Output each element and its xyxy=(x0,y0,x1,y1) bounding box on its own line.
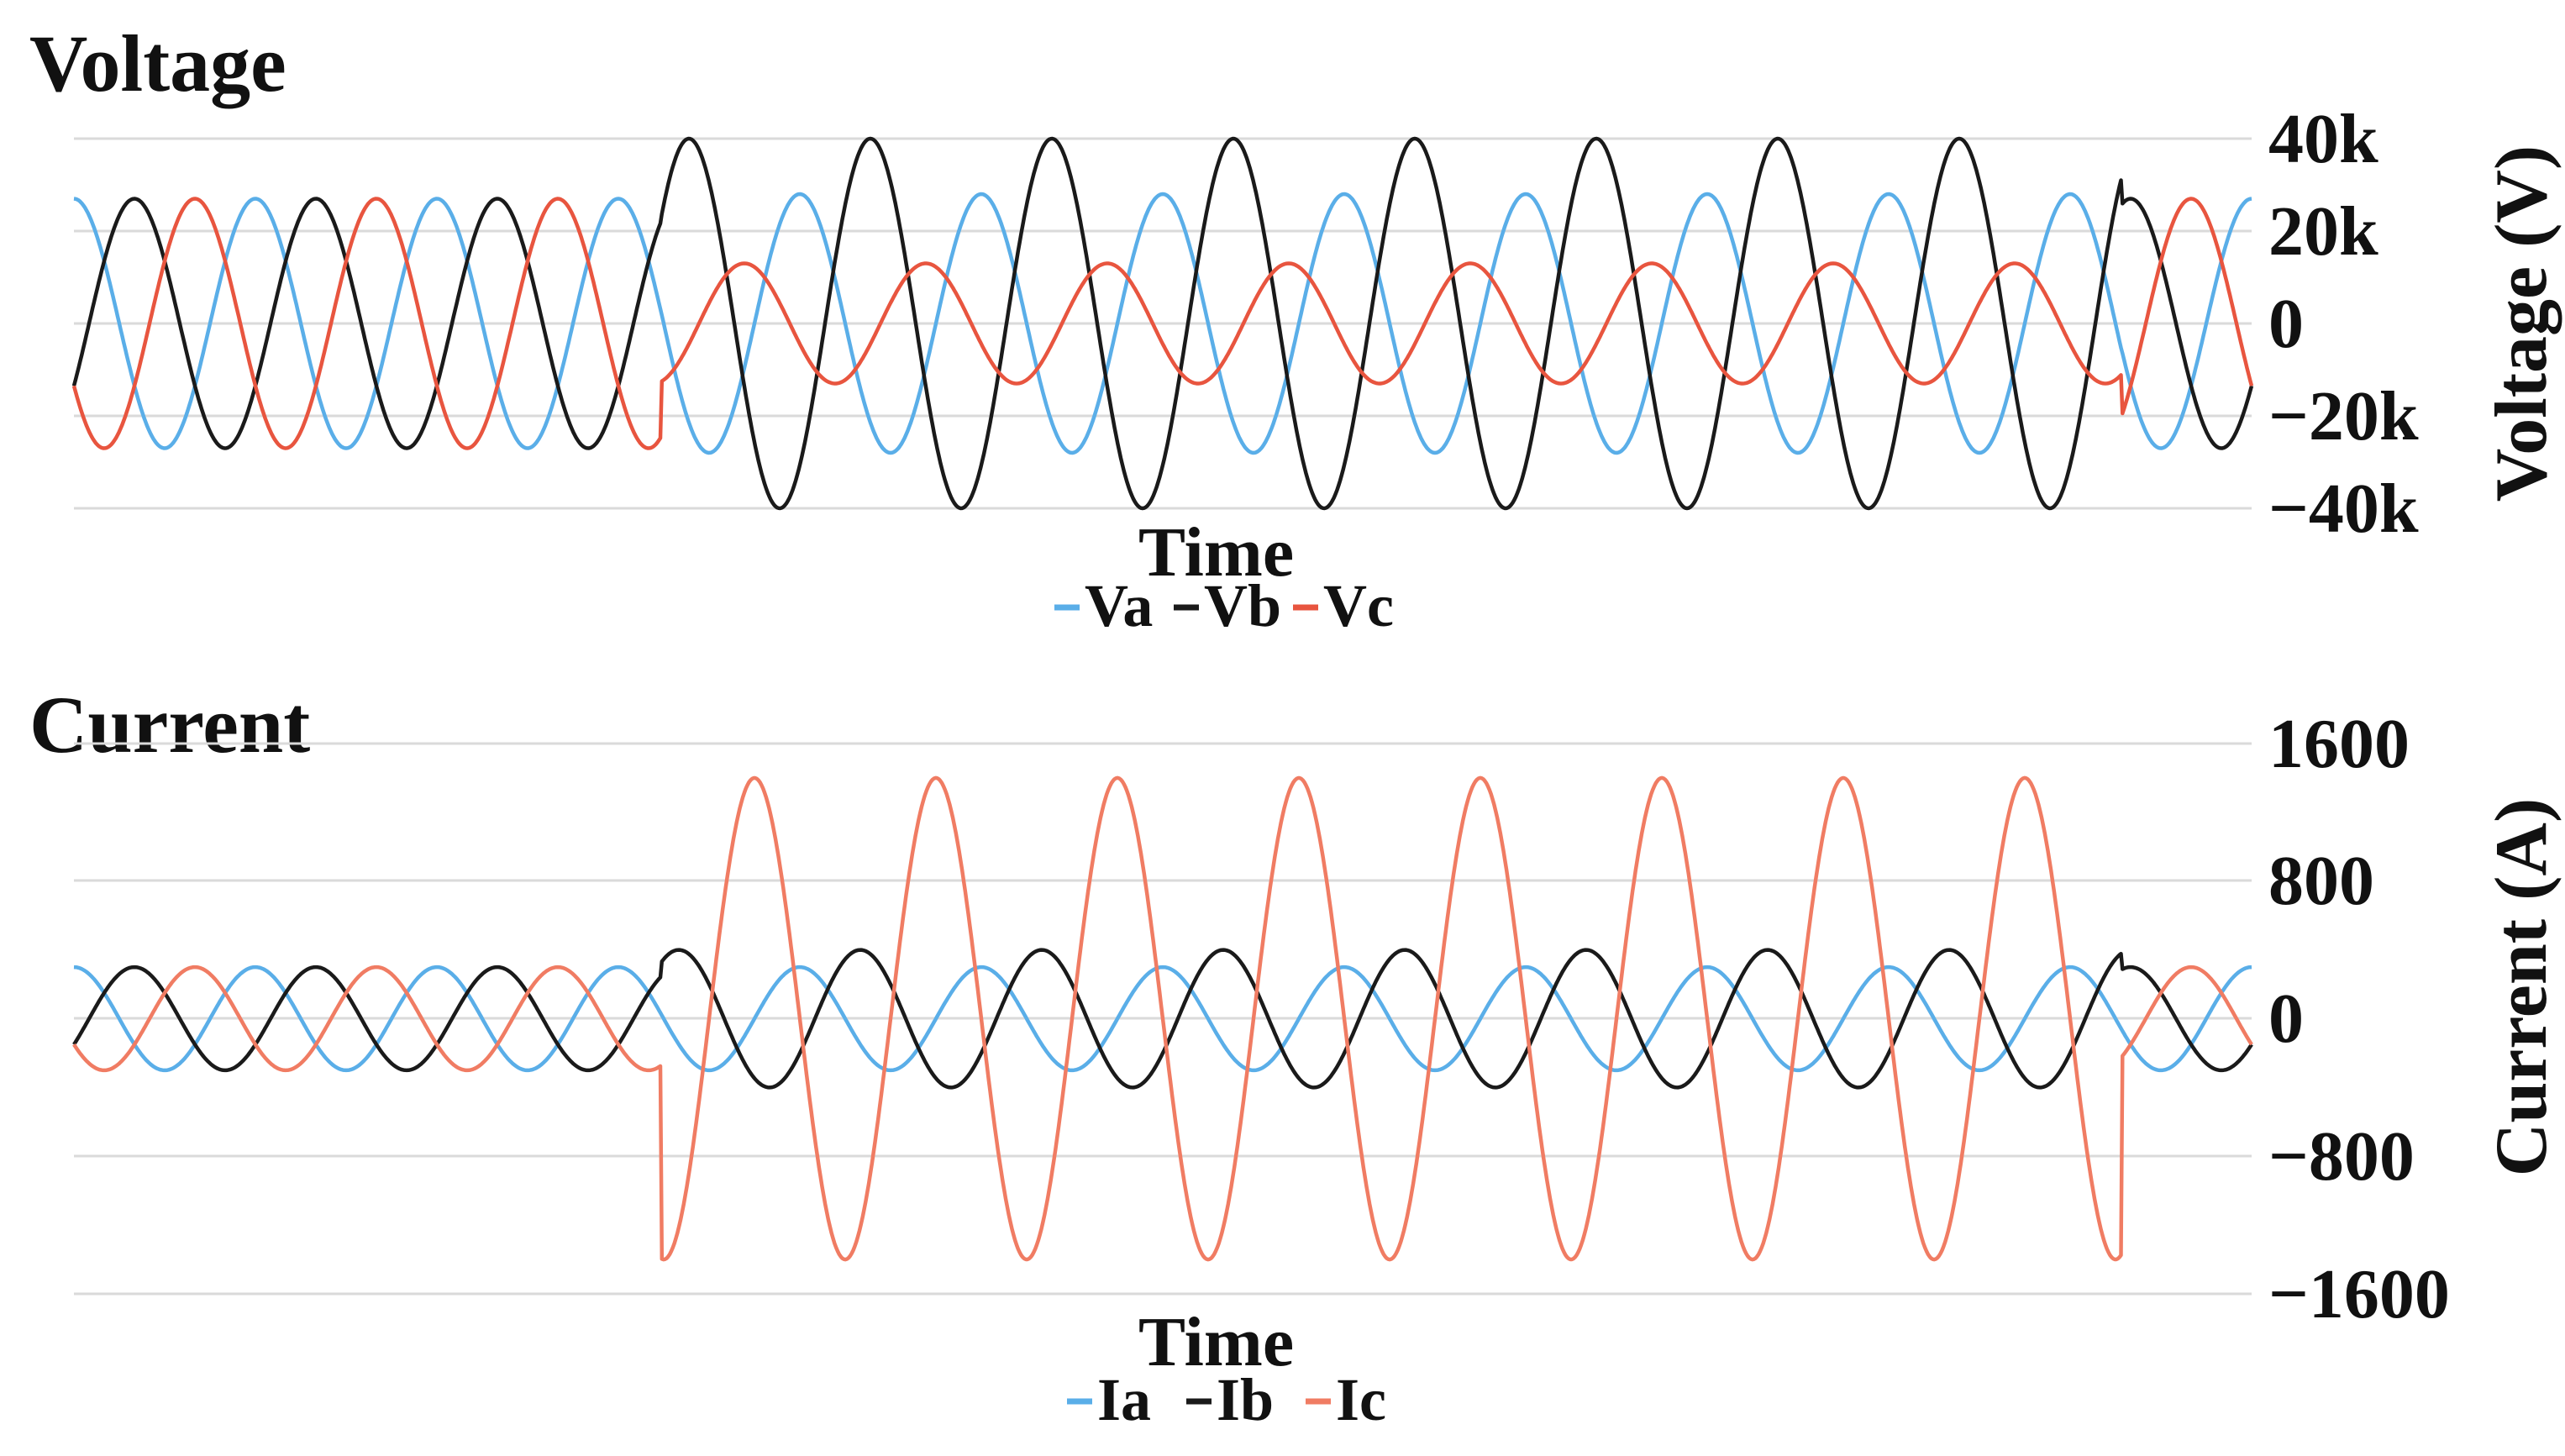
current-series-ic xyxy=(72,775,2253,1262)
voltage-legend-label-vb: Vb xyxy=(1204,572,1281,639)
current-y-tick-label: 1600 xyxy=(2268,705,2410,783)
current-legend-label-ia: Ia xyxy=(1097,1366,1151,1433)
voltage-y-tick-label: −40k xyxy=(2268,470,2419,548)
voltage-series-va xyxy=(73,192,2252,455)
current-x-axis-label: Time xyxy=(1138,1303,1294,1381)
current-y-tick-label: −800 xyxy=(2268,1117,2415,1196)
voltage-series-vc xyxy=(71,197,2254,450)
voltage-chart-title: Voltage xyxy=(29,18,286,108)
chart-plot-layer: 40k 20k 0 −20k −40k Va Vb Vc 1600 800 0 −800 −1600 Ia… xyxy=(71,100,2450,1433)
current-y-tick-label: 0 xyxy=(2268,980,2304,1058)
voltage-y-tick-label: −20k xyxy=(2268,377,2419,455)
current-y-tick-label: 800 xyxy=(2268,842,2374,920)
current-series-ia xyxy=(73,965,2252,1073)
current-chart-title: Current xyxy=(29,680,310,770)
voltage-y-tick-label: 40k xyxy=(2268,100,2378,178)
voltage-y-tick-label: 0 xyxy=(2268,285,2304,363)
voltage-legend-label-vc: Vc xyxy=(1323,572,1394,639)
current-legend-label-ib: Ib xyxy=(1217,1366,1274,1433)
current-legend-label-ic: Ic xyxy=(1336,1366,1386,1433)
voltage-legend-label-va: Va xyxy=(1085,572,1153,639)
voltage-y-tick-label: 20k xyxy=(2268,192,2378,271)
current-y-axis-label: Current (A) xyxy=(2481,798,2562,1176)
current-y-tick-label: −1600 xyxy=(2268,1255,2450,1333)
voltage-y-axis-label: Voltage (V) xyxy=(2481,145,2562,502)
voltage-x-axis-label: Time xyxy=(1138,513,1294,591)
